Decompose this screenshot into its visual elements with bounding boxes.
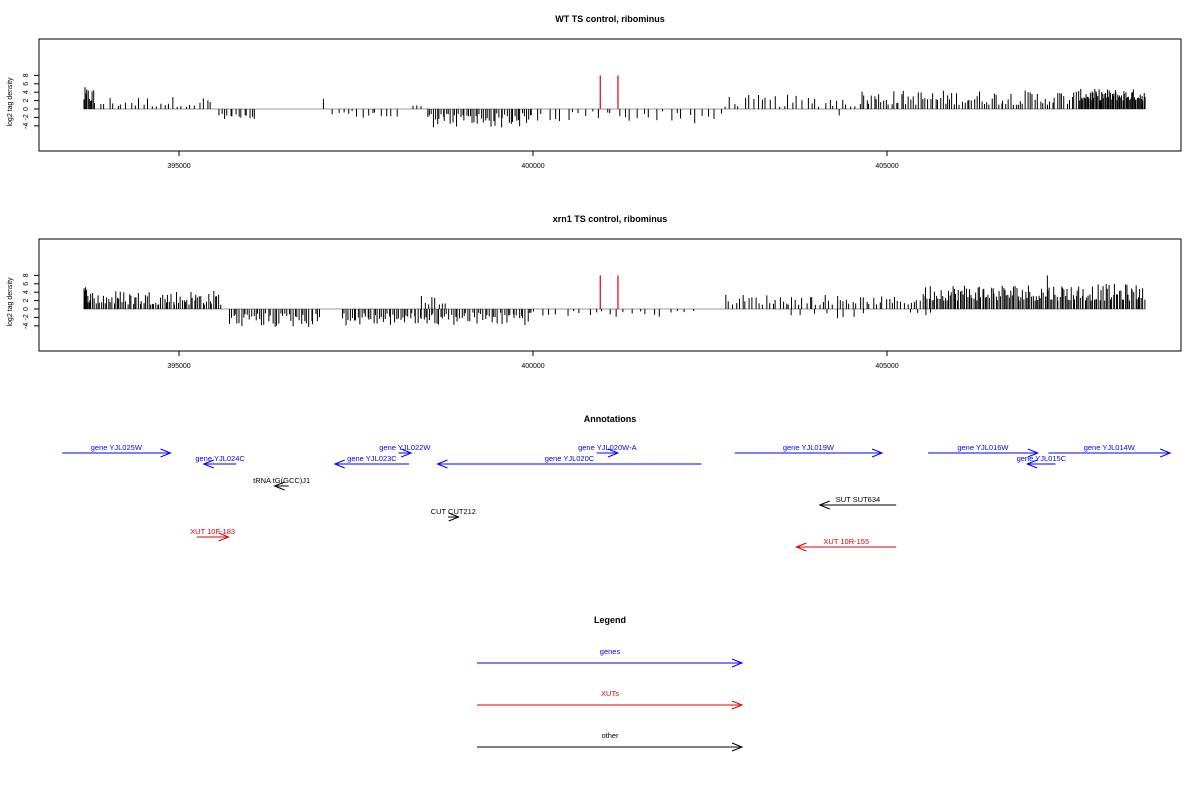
annotation-feature: gene YJL020C [436, 454, 702, 469]
feature-arrowhead [1027, 448, 1040, 458]
annotation-feature: XUT 10F-183 [190, 527, 235, 542]
annotation-features: gene YJL025W gene YJL024C gene YJL022W gene… [62, 443, 1172, 552]
legend-arrowhead [731, 658, 744, 668]
legend-arrowhead [731, 700, 744, 710]
feature-label: XUT 10F-183 [190, 527, 235, 536]
feature-label: gene YJL020C [545, 454, 595, 463]
feature-arrowhead [1025, 459, 1038, 469]
legend-title: Legend [594, 615, 626, 625]
plot-frame [38, 38, 1182, 152]
x-tick-label: 395000 [167, 363, 190, 370]
chart-title: xrn1 TS control, ribominus [553, 214, 668, 224]
feature-label: gene YJL019W [783, 443, 835, 452]
feature-label: SUT SUT634 [836, 495, 880, 504]
feature-arrowhead [818, 500, 830, 510]
panel-wt: WT TS control, ribominus log2 tag densit… [7, 14, 1182, 170]
bars-group [83, 275, 1146, 327]
marker-lines [599, 275, 619, 309]
feature-arrowhead [871, 448, 884, 458]
annotation-feature: gene YJL024C [195, 454, 245, 469]
legend-label: genes [600, 647, 621, 656]
y-tick-label: 0 [23, 107, 30, 111]
y-tick-label: 4 [23, 90, 30, 94]
y-tick-label: 6 [23, 282, 30, 286]
axes: -4 -2 0 2 4 6 8 395000 400000 405000 [23, 273, 899, 370]
feature-arrowhead [202, 459, 214, 469]
annotation-feature: gene YJL025W [62, 443, 172, 458]
panel-xrn1: xrn1 TS control, ribominus log2 tag dens… [7, 214, 1182, 370]
y-tick-label: -2 [23, 314, 30, 320]
annotation-feature: XUT 10R-155 [795, 537, 897, 552]
feature-arrowhead [218, 532, 230, 542]
legend-arrowhead [731, 742, 744, 752]
y-tick-label: 8 [23, 273, 30, 277]
annotation-feature: gene YJL014W [1048, 443, 1172, 458]
x-tick-label: 405000 [875, 163, 898, 170]
marker-lines [599, 75, 619, 109]
y-tick-label: -4 [23, 123, 30, 129]
annotation-feature: gene YJL016W [928, 443, 1040, 458]
y-axis-label: log2 tag density [7, 277, 14, 327]
feature-label: gene YJL025W [91, 443, 143, 452]
legend-item: genes [477, 647, 744, 668]
annotation-feature: gene YJL022W [379, 443, 431, 458]
y-axis-label: log2 tag density [7, 77, 14, 127]
legend-items: genes XUTs other [477, 647, 744, 752]
feature-arrowhead [333, 459, 345, 469]
x-tick-label: 400000 [521, 363, 544, 370]
feature-arrowhead [1160, 448, 1172, 458]
axes: -4 -2 0 2 4 6 8 395000 400000 405000 [23, 73, 899, 170]
y-tick-label: 4 [23, 290, 30, 294]
annotation-feature: gene YJL019W [734, 443, 884, 458]
feature-label: gene YJL014W [1084, 443, 1136, 452]
legend-section: Legend genes XUTs other [477, 615, 744, 752]
feature-label: tRNA tG(GCC)J1 [253, 476, 310, 485]
legend-item: XUTs [477, 689, 744, 710]
x-tick-label: 400000 [521, 163, 544, 170]
y-tick-label: -2 [23, 114, 30, 120]
y-tick-label: 2 [23, 99, 30, 103]
feature-arrowhead [448, 512, 461, 522]
feature-label: CUT CUT212 [431, 507, 476, 516]
annotation-feature: gene YJL015C [1017, 454, 1067, 469]
feature-label: gene YJL022W [379, 443, 431, 452]
legend-label: other [601, 731, 619, 740]
annotation-feature: CUT CUT212 [431, 507, 476, 522]
annotation-feature: gene YJL020W-A [578, 443, 637, 458]
feature-arrowhead [607, 448, 620, 458]
legend-label: XUTs [601, 689, 619, 698]
y-tick-label: 8 [23, 73, 30, 77]
feature-arrowhead [160, 448, 172, 458]
feature-label: gene YJL020W-A [578, 443, 637, 452]
feature-arrowhead [795, 542, 807, 552]
feature-label: gene YJL015C [1017, 454, 1067, 463]
chart-title: WT TS control, ribominus [555, 14, 665, 24]
feature-arrowhead [401, 448, 413, 458]
legend-item: other [477, 731, 744, 752]
y-tick-label: -4 [23, 323, 30, 329]
annotation-feature: tRNA tG(GCC)J1 [253, 476, 310, 491]
y-tick-label: 0 [23, 307, 30, 311]
feature-arrowhead [436, 459, 448, 469]
x-tick-label: 405000 [875, 363, 898, 370]
feature-label: gene YJL023C [347, 454, 397, 463]
annotation-feature: SUT SUT634 [818, 495, 897, 510]
y-tick-label: 2 [23, 299, 30, 303]
bars-group [83, 87, 1146, 128]
plot-frame [38, 238, 1182, 352]
feature-arrowhead [273, 481, 285, 491]
annotation-feature: gene YJL023C [333, 454, 410, 469]
feature-label: XUT 10R-155 [823, 537, 869, 546]
x-tick-label: 395000 [167, 163, 190, 170]
feature-label: gene YJL016W [957, 443, 1009, 452]
feature-label: gene YJL024C [195, 454, 245, 463]
y-tick-label: 6 [23, 82, 30, 86]
annotations-title: Annotations [584, 414, 637, 424]
